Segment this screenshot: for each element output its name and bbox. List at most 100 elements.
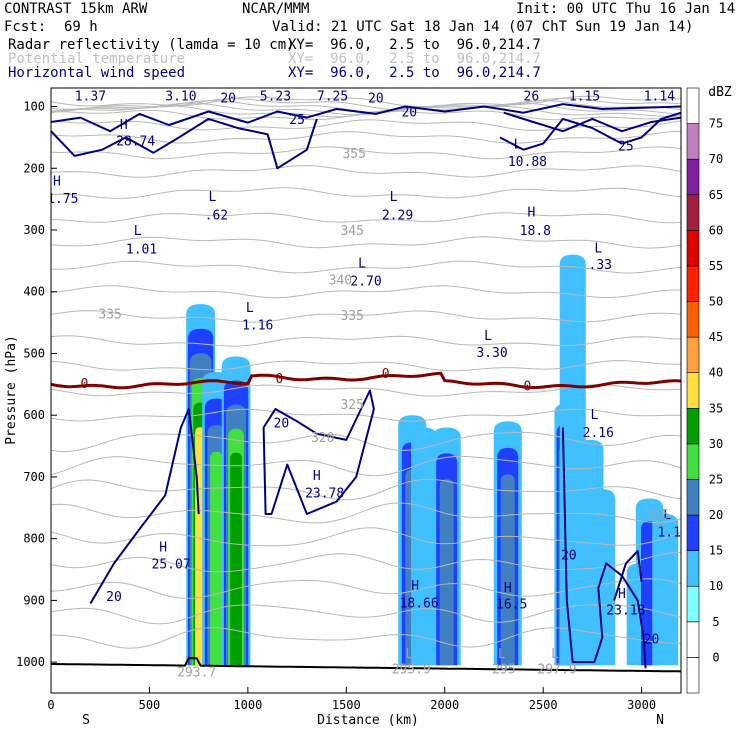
contour-label: 0 xyxy=(524,380,532,395)
isentrope-line xyxy=(51,310,681,323)
x-end-label-north: N xyxy=(656,713,664,728)
isentrope-line xyxy=(51,527,681,547)
contour-label: 20 xyxy=(106,590,122,605)
contour-label: 355 xyxy=(342,147,365,162)
contour-label: H xyxy=(159,541,167,556)
y-tick-label: 500 xyxy=(23,346,45,360)
contour-label: 23.13 xyxy=(606,604,645,619)
wind-speed-contour xyxy=(51,103,681,133)
y-tick-label: 900 xyxy=(23,593,45,607)
colorbar-tick-label: 35 xyxy=(709,401,723,415)
contour-label: 0 xyxy=(382,367,390,382)
contour-label: 5.23 xyxy=(260,89,291,104)
wind-speed-contour xyxy=(89,408,200,605)
contour-label: H xyxy=(618,587,626,602)
isentrope-line xyxy=(51,260,681,274)
reflectivity-cell xyxy=(230,452,242,666)
colorbar-swatch xyxy=(686,514,700,551)
contour-label: L xyxy=(590,408,598,423)
x-tick-label: 1500 xyxy=(332,698,361,712)
colorbar-unit: dBZ xyxy=(708,85,732,100)
reflectivity-cell xyxy=(411,427,438,666)
contour-label: 1.37 xyxy=(75,89,106,104)
colorbar-swatch xyxy=(686,301,700,338)
isentrope-line xyxy=(51,285,681,299)
contour-label: 25 xyxy=(618,139,634,154)
isentrope-line xyxy=(51,130,681,144)
contour-label: 20 xyxy=(644,633,660,648)
surface-pressure-line xyxy=(51,657,681,673)
isentrope-line xyxy=(51,146,681,160)
contour-label: 293.7 xyxy=(177,665,216,680)
contour-label: L xyxy=(134,224,142,239)
colorbar-swatch xyxy=(686,230,700,267)
contour-label: 1.75 xyxy=(47,192,78,207)
isentrope-line xyxy=(51,408,681,422)
contour-label: H xyxy=(504,581,512,596)
contour-label: 320 xyxy=(311,431,334,446)
contour-label: 20 xyxy=(368,91,384,106)
contour-label: 20 xyxy=(401,105,417,120)
x-tick-label: 1000 xyxy=(233,698,262,712)
colorbar-swatch xyxy=(686,621,700,658)
valid-time: Valid: 21 UTC Sat 18 Jan 14 (07 ChT Sun … xyxy=(272,19,694,35)
contour-label: 1.14 xyxy=(644,89,675,104)
contour-label: 10.88 xyxy=(508,155,547,170)
isentrope-line xyxy=(51,236,681,249)
isentrope-line xyxy=(51,165,681,178)
y-tick-label: 100 xyxy=(23,100,45,114)
contour-label: .62 xyxy=(205,209,228,224)
contour-label: 3.10 xyxy=(165,89,196,104)
wind-speed-contour xyxy=(561,427,647,669)
colorbar-tick-label: 15 xyxy=(709,544,723,558)
model-title: CONTRAST 15km ARW xyxy=(4,1,148,17)
contour-label: 2.29 xyxy=(382,209,413,224)
isentrope-line xyxy=(51,627,681,649)
isentrope-line xyxy=(51,604,681,625)
contour-label: 340 xyxy=(329,273,352,288)
contour-label: 16.5 xyxy=(496,597,527,612)
center-name: NCAR/MMM xyxy=(242,1,310,17)
y-tick-label: 200 xyxy=(23,161,45,175)
contour-label: 305 xyxy=(646,508,669,523)
contour-label: 345 xyxy=(340,224,363,239)
contour-label: H xyxy=(120,118,128,133)
contour-label: L xyxy=(594,241,602,256)
colorbar-swatch xyxy=(686,123,700,160)
isentrope-line xyxy=(51,95,681,108)
contour-label: 20 xyxy=(220,91,236,106)
y-tick-label: 700 xyxy=(23,470,45,484)
colorbar-swatch xyxy=(686,479,700,516)
contour-label: L xyxy=(514,138,522,153)
colorbar-swatch xyxy=(686,336,700,374)
field-3-xy: XY= 96.0, 2.5 to 96.0,214.7 xyxy=(288,65,541,81)
colorbar-swatch xyxy=(686,657,700,694)
init-time: Init: 00 UTC Thu 16 Jan 14 xyxy=(516,1,736,17)
colorbar-tick-label: 45 xyxy=(709,330,723,344)
contour-label: 325 xyxy=(340,398,363,413)
y-tick-label: 800 xyxy=(23,532,45,546)
colorbar-tick-label: 20 xyxy=(709,508,723,522)
colorbar-tick-label: 50 xyxy=(709,295,723,309)
contour-label: L xyxy=(498,647,506,662)
reflectivity-cell xyxy=(652,513,679,666)
contour-label: 335 xyxy=(340,309,363,324)
isentrope-line xyxy=(51,478,681,501)
field-2-xy: XY= 96.0, 2.5 to 96.0,214.7 xyxy=(288,51,541,67)
isentrope-line xyxy=(51,502,681,524)
colorbar-swatch xyxy=(686,407,700,445)
isentrope-line xyxy=(51,119,681,131)
contour-label: H xyxy=(313,469,321,484)
colorbar-swatch xyxy=(686,158,700,196)
contour-label: 25.07 xyxy=(152,557,191,572)
contour-label: 335 xyxy=(98,307,121,322)
colorbar-tick-label: 5 xyxy=(712,615,719,629)
y-axis-title: Pressure (hPa) xyxy=(4,335,19,445)
colorbar-tick-label: 0 xyxy=(712,650,719,664)
wind-speed-contour xyxy=(262,389,375,515)
colorbar-tick-label: 40 xyxy=(709,366,723,380)
contour-label: 295.9 xyxy=(392,662,431,677)
forecast-hours: 69 h xyxy=(64,19,98,35)
colorbar-tick-label: 30 xyxy=(709,437,723,451)
